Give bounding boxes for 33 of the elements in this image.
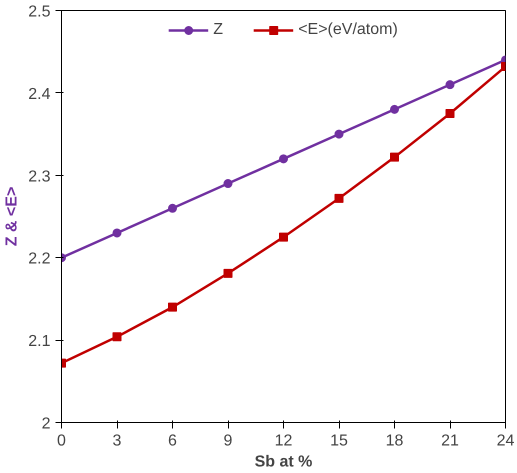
x-tick-label: 24	[496, 432, 514, 450]
point	[334, 130, 344, 139]
x-tick-label: 0	[57, 432, 66, 450]
y-tick-label: 2.4	[28, 86, 51, 103]
point	[279, 232, 288, 242]
y-tick-label: 2.3	[28, 168, 51, 186]
y-tick-label: 2	[42, 416, 51, 432]
point	[112, 332, 122, 342]
y-tick-label: 2.2	[28, 250, 51, 268]
y-tick-label: 2.1	[28, 333, 51, 350]
x-tick-label: 18	[386, 432, 404, 450]
point	[168, 204, 177, 213]
x-tick-label: 15	[330, 432, 348, 450]
point	[224, 179, 232, 188]
point	[446, 80, 454, 90]
x-tick-label: 21	[441, 432, 459, 450]
point	[446, 109, 454, 118]
y-axis-title: Z & <E>	[3, 186, 20, 246]
x-tick-label: 9	[224, 432, 233, 450]
point	[168, 302, 177, 312]
x-tick-label: 3	[112, 432, 122, 450]
point	[112, 228, 122, 238]
point	[334, 194, 344, 203]
y-tick-label: 2.5	[28, 4, 51, 20]
point	[390, 104, 399, 114]
point	[279, 154, 288, 164]
point	[224, 268, 232, 278]
legend-label: <E>(eV/atom)	[298, 21, 398, 39]
x-tick-label: 6	[168, 432, 178, 450]
legend-label: Z	[213, 21, 224, 39]
point	[390, 152, 399, 162]
x-axis-title: Sb at %	[254, 454, 312, 470]
x-tick-label: 12	[274, 432, 292, 450]
